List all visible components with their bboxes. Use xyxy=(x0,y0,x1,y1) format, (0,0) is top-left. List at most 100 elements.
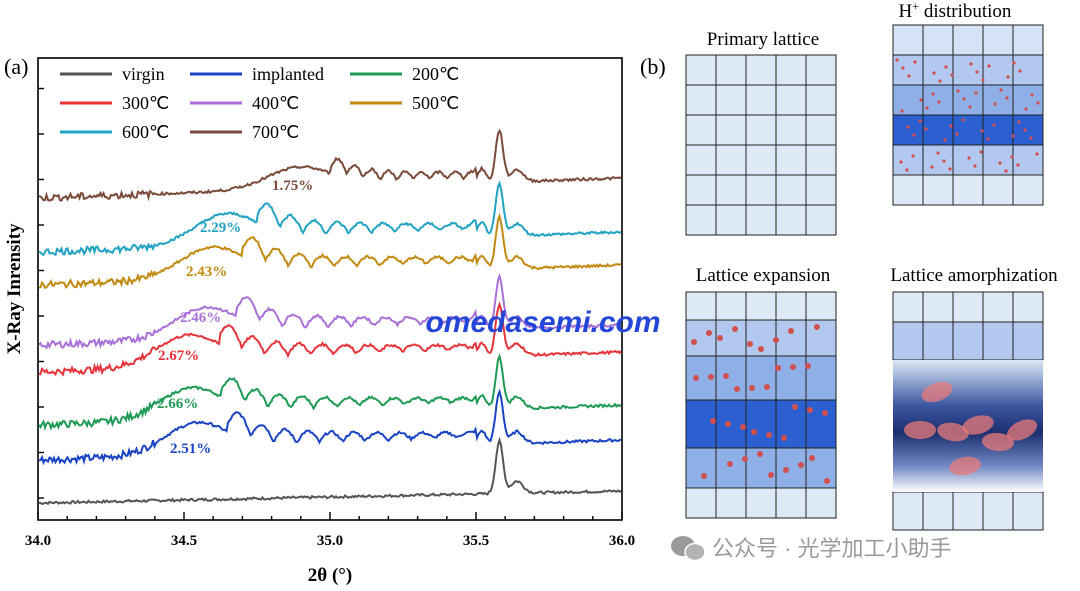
series-line-500C xyxy=(38,212,622,290)
h-ion-dot xyxy=(1030,93,1034,97)
series-line-200C xyxy=(38,352,622,431)
strain-label-500: 2.43% xyxy=(186,264,227,280)
strain-label-600: 2.29% xyxy=(200,220,241,236)
lattice-cell xyxy=(982,84,1014,116)
h-ion-dot xyxy=(967,156,971,160)
panel-label-b: (b) xyxy=(640,54,666,79)
lattice-cell xyxy=(685,204,717,236)
lattice-cell xyxy=(1012,291,1044,323)
lattice-cell xyxy=(952,24,984,56)
lattice-cell xyxy=(1012,321,1044,361)
lattice-cell xyxy=(685,291,717,321)
h-ion-dot xyxy=(913,60,917,64)
h-ion-dot xyxy=(969,62,973,66)
legend-label-700: 700℃ xyxy=(252,122,299,142)
lattice-cell xyxy=(892,291,924,323)
lattice-cell xyxy=(805,291,837,321)
h-ion-dot xyxy=(912,133,916,137)
legend-label-200: 200℃ xyxy=(412,64,459,84)
h-ion-dot xyxy=(781,435,787,441)
h-ion-dot xyxy=(931,92,935,96)
lattice-cell xyxy=(922,174,954,206)
series-curves xyxy=(38,128,622,506)
lattice-cell xyxy=(805,144,837,176)
lattice-cell xyxy=(952,291,984,323)
schematic-grids xyxy=(685,24,1044,531)
h-ion-dot xyxy=(717,335,723,341)
lattice-cell xyxy=(1012,114,1044,146)
lattice-cell xyxy=(775,174,807,206)
strain-label-200: 2.66% xyxy=(157,396,198,412)
lattice-cell xyxy=(805,355,837,401)
lattice-cell xyxy=(982,54,1014,86)
h-ion-dot xyxy=(764,384,770,390)
lattice-cell xyxy=(892,321,924,361)
lattice-cell xyxy=(1012,144,1044,176)
lattice-cell xyxy=(715,291,747,321)
lattice-cell xyxy=(775,355,807,401)
h-ion-dot xyxy=(918,119,922,123)
lattice-cell xyxy=(745,204,777,236)
legend-label-implanted: implanted xyxy=(252,64,324,84)
lattice-cell xyxy=(745,144,777,176)
lattice-cell xyxy=(805,114,837,146)
x-tick-labels: 34.0 34.5 35.0 35.5 36.0 xyxy=(25,533,635,549)
h-ion-dot xyxy=(792,404,798,410)
lattice-cell xyxy=(685,144,717,176)
series-line-implanted xyxy=(38,388,622,466)
y-ticks xyxy=(38,87,44,499)
h-ion-dot xyxy=(809,455,815,461)
legend-label-600: 600℃ xyxy=(122,122,169,142)
h-ion-dot xyxy=(956,89,960,93)
strain-label-400: 2.46% xyxy=(180,310,221,326)
h-ion-dot xyxy=(930,165,934,169)
h-ion-dot xyxy=(974,91,978,95)
lattice-cell xyxy=(952,144,984,176)
lattice-cell xyxy=(685,114,717,146)
h-ion-dot xyxy=(790,364,796,370)
grid-lattice-expansion xyxy=(685,291,837,519)
lattice-cell xyxy=(922,321,954,361)
h-ion-dot xyxy=(962,97,966,101)
wechat-logo-icon xyxy=(671,536,706,562)
lattice-cell xyxy=(745,399,777,449)
lattice-cell xyxy=(922,491,954,531)
h-ion-dot xyxy=(1017,120,1021,124)
lattice-cell xyxy=(775,114,807,146)
h-ion-dot xyxy=(943,138,947,142)
series-line-600C xyxy=(38,180,622,257)
lattice-cell xyxy=(775,399,807,449)
h-ion-dot xyxy=(822,410,828,416)
strain-label-implanted: 2.51% xyxy=(170,441,211,457)
lattice-cell xyxy=(952,174,984,206)
lattice-cell xyxy=(745,487,777,519)
strain-label-300: 2.67% xyxy=(158,348,199,364)
h-ion-dot xyxy=(740,424,746,430)
grid-primary-lattice xyxy=(685,54,837,236)
h-ion-dot xyxy=(775,365,781,371)
h-ion-dot xyxy=(1029,136,1033,140)
h-ion-dot xyxy=(906,125,910,129)
h-ion-dot xyxy=(783,467,789,473)
lattice-cell xyxy=(715,355,747,401)
lattice-cell xyxy=(982,24,1014,56)
h-ion-dot xyxy=(757,451,763,457)
lattice-cell xyxy=(715,54,747,86)
h-ion-dot xyxy=(751,429,757,435)
h-ion-dot xyxy=(758,346,764,352)
h-ion-dot xyxy=(1004,169,1008,173)
lattice-cell xyxy=(715,447,747,489)
series-line-virgin xyxy=(38,436,622,506)
lattice-cell xyxy=(685,447,717,489)
x-tick-label: 35.0 xyxy=(317,533,343,549)
lattice-cell xyxy=(922,54,954,86)
lattice-cell xyxy=(775,204,807,236)
lattice-cell xyxy=(1012,24,1044,56)
grid-h-distribution xyxy=(892,24,1044,206)
h-ion-dot xyxy=(749,385,755,391)
lattice-cell xyxy=(1012,54,1044,86)
h-ion-dot xyxy=(986,137,990,141)
lattice-cell xyxy=(745,84,777,116)
h-ion-dot xyxy=(925,106,929,110)
